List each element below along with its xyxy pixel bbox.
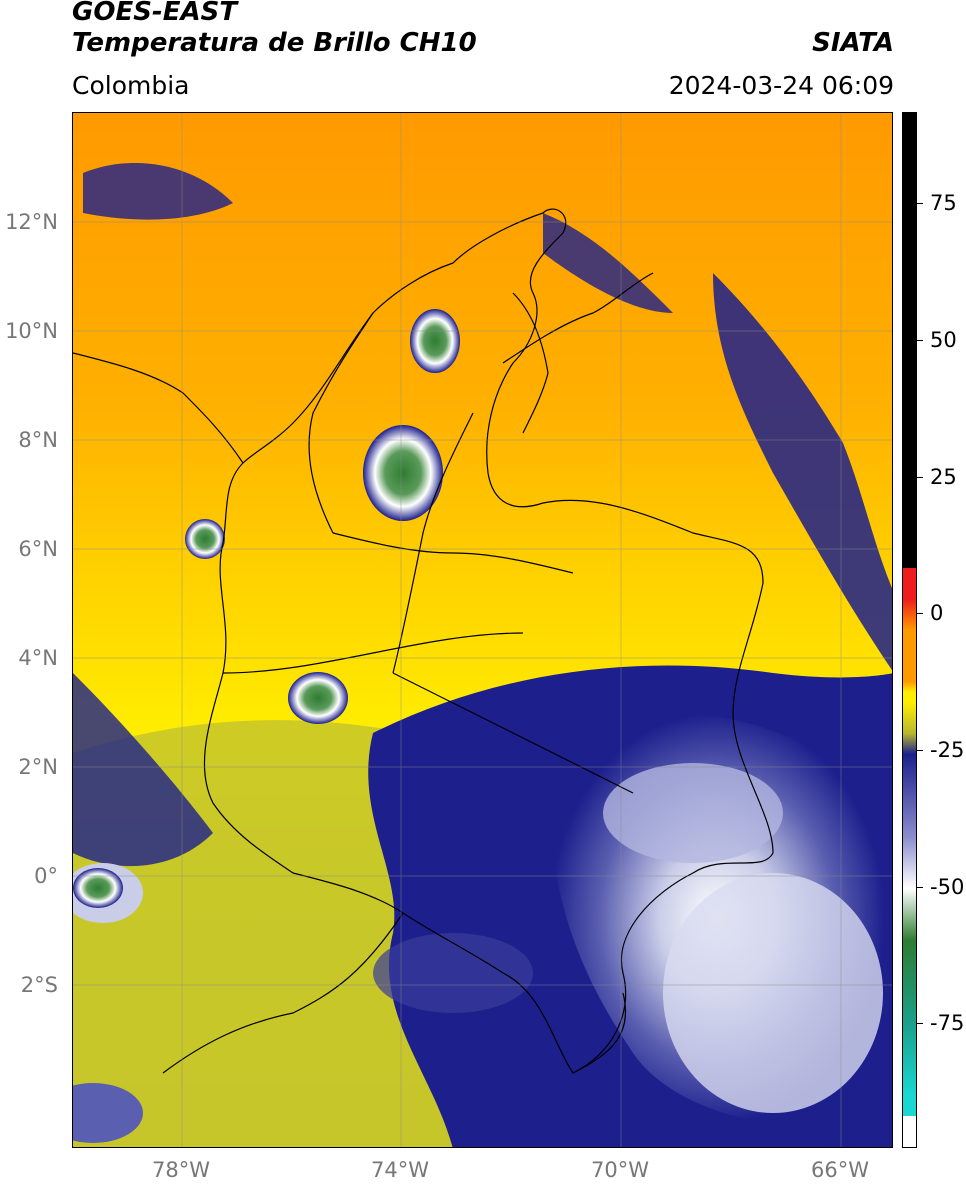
datetime-label: 2024-03-24 06:09 xyxy=(668,71,894,100)
lat-label-2n: 2°N xyxy=(18,755,58,779)
colorbar-label-neg50: -50 xyxy=(930,875,965,899)
lat-label-2s: 2°S xyxy=(20,973,58,997)
lat-label-4n: 4°N xyxy=(18,646,58,670)
colorbar-tick xyxy=(917,1023,923,1024)
colorbar-tick xyxy=(917,887,923,888)
colorbar-tick xyxy=(917,340,923,341)
colorbar-label-50: 50 xyxy=(930,328,957,352)
lon-label-70w: 70°W xyxy=(591,1158,649,1182)
colorbar-tick xyxy=(917,477,923,478)
boundaries xyxy=(73,208,774,1074)
region-label: Colombia xyxy=(72,71,190,100)
lat-label-8n: 8°N xyxy=(18,428,58,452)
lat-label-10n: 10°N xyxy=(5,319,58,343)
lat-label-6n: 6°N xyxy=(18,537,58,561)
graticule xyxy=(73,113,892,1147)
colorbar-tick xyxy=(917,613,923,614)
lat-label-12n: 12°N xyxy=(5,210,58,234)
brand-label: SIATA xyxy=(812,28,894,58)
lat-label-0: 0° xyxy=(34,864,58,888)
colorbar-tick xyxy=(917,203,923,204)
title-product: Temperatura de Brillo CH10 xyxy=(72,28,477,58)
map-canvas xyxy=(73,113,892,1147)
colorbar-label-neg25: -25 xyxy=(930,738,965,762)
lon-label-74w: 74°W xyxy=(371,1158,429,1182)
colorbar-label-neg75: -75 xyxy=(930,1011,965,1035)
lon-label-78w: 78°W xyxy=(152,1158,210,1182)
temperature-colorbar xyxy=(902,112,917,1148)
lon-label-66w: 66°W xyxy=(811,1158,869,1182)
cloud-field xyxy=(73,163,892,1147)
colorbar-label-75: 75 xyxy=(930,191,957,215)
satellite-map xyxy=(72,112,893,1148)
colorbar-tick xyxy=(917,750,923,751)
title-satellite: GOES-EAST xyxy=(72,0,238,27)
colorbar-label-0: 0 xyxy=(930,601,944,625)
colorbar-label-25: 25 xyxy=(930,465,957,489)
